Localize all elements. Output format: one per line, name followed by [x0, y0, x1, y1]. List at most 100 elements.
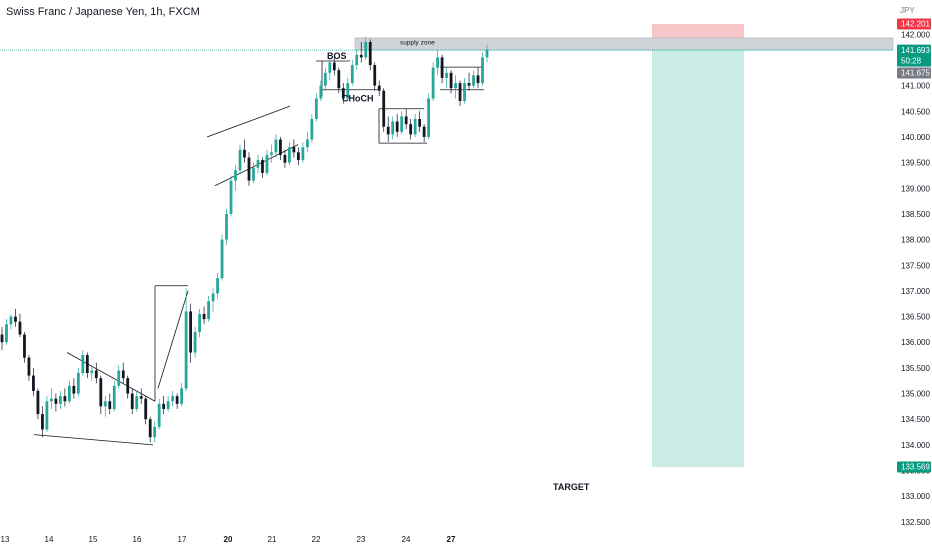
candle	[76, 367, 80, 397]
y-tick-label: 132.500	[901, 518, 930, 527]
candle	[279, 136, 282, 161]
candle-body	[323, 72, 327, 86]
candle	[270, 144, 273, 163]
x-tick-label: 24	[402, 535, 411, 544]
candle	[50, 388, 53, 409]
price-tag-bg	[897, 18, 931, 30]
candle	[220, 234, 224, 281]
candle-body	[485, 49, 489, 58]
flag-lower-line	[214, 144, 299, 187]
candle	[166, 396, 170, 412]
candle	[135, 390, 139, 412]
candle	[23, 331, 26, 363]
candle	[72, 378, 76, 399]
candle	[144, 396, 148, 425]
candle-body	[292, 147, 296, 153]
candle-body	[337, 70, 341, 89]
candle	[117, 365, 121, 389]
candle-body	[99, 378, 103, 407]
candle-body	[458, 83, 462, 102]
zones-layer	[354, 24, 894, 468]
candle	[310, 113, 314, 143]
x-tick-label: 20	[224, 535, 233, 544]
candle	[265, 149, 269, 176]
price-tag-value: 141.675	[901, 69, 930, 78]
candle-body	[121, 370, 125, 379]
y-tick-label: 137.000	[901, 287, 930, 296]
candle-body	[440, 57, 444, 78]
candle-body	[90, 370, 94, 374]
candle-body	[382, 90, 386, 127]
candle	[418, 111, 422, 132]
candle	[350, 59, 354, 86]
candle-body	[36, 390, 40, 415]
candle	[54, 393, 58, 412]
candle	[27, 355, 31, 381]
x-tick-label: 17	[178, 535, 187, 544]
candle	[355, 49, 359, 71]
candle	[256, 154, 260, 173]
candle	[234, 165, 237, 191]
annotation-choch: CHoCH	[342, 94, 374, 104]
candle-body	[274, 139, 278, 153]
candle	[121, 362, 125, 384]
candle-body	[180, 388, 184, 404]
y-tick-label: 139.000	[901, 184, 930, 193]
candle	[175, 393, 179, 409]
candles-layer	[0, 36, 489, 443]
price-tag-stop: 142.201	[897, 18, 931, 30]
candle	[476, 67, 480, 89]
candle-body	[50, 398, 53, 402]
candle-body	[229, 180, 233, 214]
candle-body	[162, 403, 166, 409]
candle	[45, 396, 49, 433]
candle	[229, 175, 233, 217]
candle-body	[76, 373, 80, 394]
candle	[472, 70, 475, 89]
candle-body	[225, 213, 228, 240]
candle-body	[72, 385, 76, 394]
annotation-bos: BOS	[327, 51, 347, 61]
candle	[359, 42, 363, 63]
candle-body	[328, 62, 332, 73]
candle	[157, 398, 161, 430]
price-tag-bg	[897, 44, 931, 67]
candle-body	[359, 54, 363, 58]
candle-body	[472, 75, 475, 86]
candle-body	[139, 396, 143, 399]
candle-body	[265, 154, 269, 173]
candle	[14, 308, 17, 327]
candle-body	[238, 149, 242, 171]
candle-body	[332, 62, 336, 71]
candle-body	[431, 67, 435, 99]
candle	[252, 162, 255, 184]
candle	[332, 54, 336, 76]
candle	[404, 108, 408, 130]
symbol-title: Swiss Franc / Japanese Yen, 1h, FXCM	[6, 6, 200, 18]
candle-body	[454, 83, 457, 89]
candle	[386, 116, 390, 143]
candle-body	[144, 398, 148, 420]
candle	[247, 152, 251, 186]
candle-body	[301, 147, 305, 161]
candle-body	[45, 401, 49, 430]
candle	[454, 75, 457, 99]
y-tick-label: 141.000	[901, 82, 930, 91]
candle-body	[481, 57, 484, 84]
candle	[314, 93, 318, 122]
x-tick-label: 23	[357, 535, 366, 544]
price-tag-bg	[897, 67, 931, 79]
candle	[130, 388, 134, 415]
candle-body	[58, 396, 62, 404]
candle-body	[319, 85, 323, 99]
candle-body	[216, 278, 219, 294]
candle-body	[14, 316, 17, 322]
candle-body	[126, 378, 130, 394]
candle-body	[445, 72, 448, 78]
y-tick-label: 134.500	[901, 415, 930, 424]
candle-body	[67, 385, 71, 402]
candle	[413, 113, 417, 137]
candle-body	[166, 401, 170, 409]
price-tag-grey: 141.675	[897, 67, 931, 79]
